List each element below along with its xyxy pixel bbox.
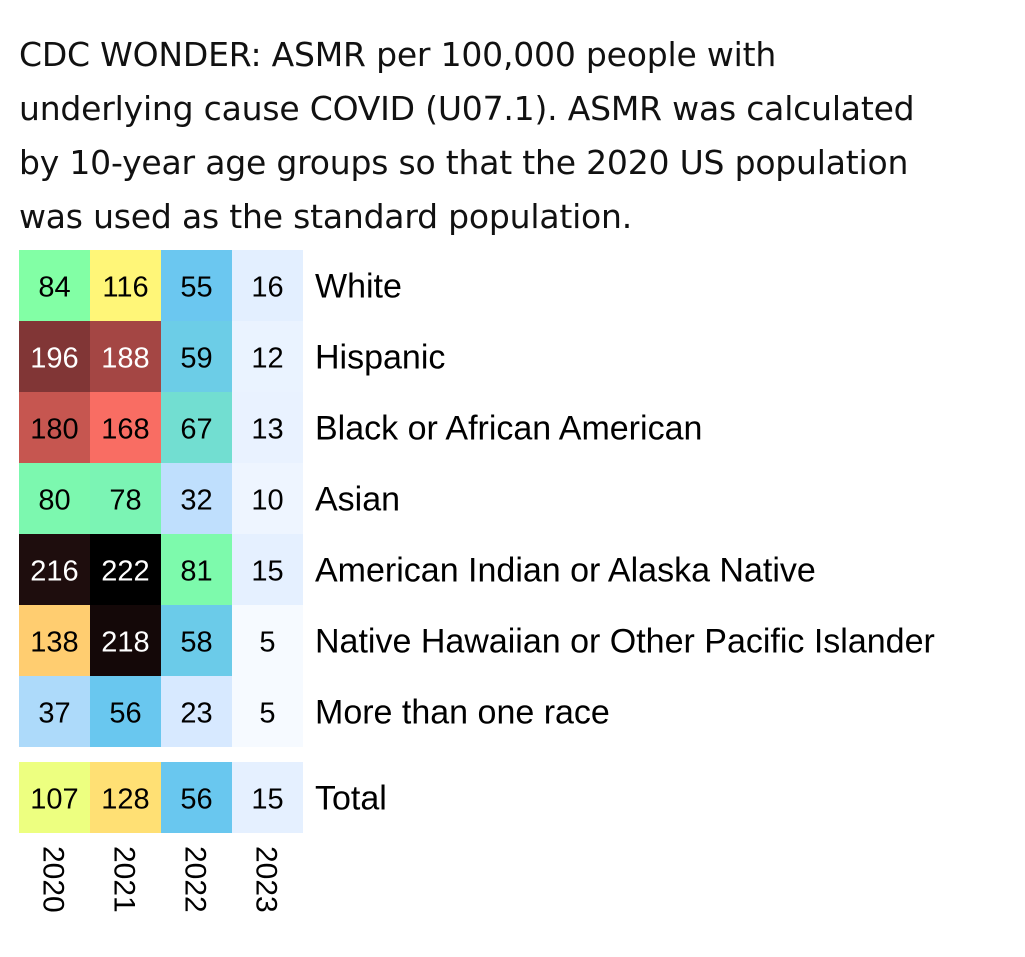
row-label-american-indian-or-alaska-native: American Indian or Alaska Native: [315, 552, 816, 590]
row-label-total: Total: [315, 780, 387, 818]
cell-value-american-indian-or-alaska-native-2022: 81: [180, 556, 212, 588]
title-line-2: underlying cause COVID (U07.1). ASMR was…: [19, 89, 915, 128]
row-label-asian: Asian: [315, 481, 400, 519]
heatmap-cell-native-hawaiian-or-other-pacific-islander-2020: [19, 605, 90, 676]
heatmap-cell-american-indian-or-alaska-native-2022: [161, 534, 232, 605]
cell-value-asian-2022: 32: [180, 485, 212, 517]
cell-value-black-or-african-american-2020: 180: [30, 414, 78, 446]
heatmap-cell-black-or-african-american-2020: [19, 392, 90, 463]
heatmap-cell-white-2023: [232, 250, 303, 321]
heatmap-cell-hispanic-2023: [232, 321, 303, 392]
cell-value-hispanic-2021: 188: [101, 343, 149, 375]
heatmap-cell-total-2020: [19, 762, 90, 833]
cell-value-white-2021: 116: [102, 272, 148, 304]
heatmap-cell-american-indian-or-alaska-native-2021: [90, 534, 161, 605]
heatmap-cell-more-than-one-race-2021: [90, 676, 161, 747]
row-label-hispanic: Hispanic: [315, 339, 445, 377]
heatmap-cell-total-2022: [161, 762, 232, 833]
row-label-white: White: [315, 268, 402, 306]
heatmap-cell-black-or-african-american-2022: [161, 392, 232, 463]
heatmap-cell-native-hawaiian-or-other-pacific-islander-2021: [90, 605, 161, 676]
cell-value-black-or-african-american-2023: 13: [251, 414, 283, 446]
cell-value-black-or-african-american-2022: 67: [180, 414, 212, 446]
heatmap-cell-white-2022: [161, 250, 232, 321]
cell-value-asian-2023: 10: [251, 485, 283, 517]
cell-value-total-2023: 15: [251, 784, 283, 816]
heatmap-cell-hispanic-2022: [161, 321, 232, 392]
cell-value-total-2022: 56: [180, 784, 212, 816]
cell-value-american-indian-or-alaska-native-2023: 15: [251, 556, 283, 588]
heatmap-cell-native-hawaiian-or-other-pacific-islander-2022: [161, 605, 232, 676]
cell-value-hispanic-2023: 12: [251, 343, 283, 375]
heatmap-cell-more-than-one-race-2023: [232, 676, 303, 747]
heatmap-cell-hispanic-2021: [90, 321, 161, 392]
row-label-black-or-african-american: Black or African American: [315, 410, 702, 448]
cell-value-native-hawaiian-or-other-pacific-islander-2023: 5: [259, 627, 275, 659]
heatmap-cell-total-2023: [232, 762, 303, 833]
column-label-2020: 2020: [37, 846, 70, 913]
heatmap-cell-white-2020: [19, 250, 90, 321]
heatmap-cell-hispanic-2020: [19, 321, 90, 392]
heatmap-cell-american-indian-or-alaska-native-2020: [19, 534, 90, 605]
cell-value-asian-2021: 78: [109, 485, 141, 517]
heatmap-cell-asian-2021: [90, 463, 161, 534]
cell-value-hispanic-2020: 196: [30, 343, 78, 375]
cell-value-native-hawaiian-or-other-pacific-islander-2021: 218: [101, 627, 149, 659]
title-line-3: by 10-year age groups so that the 2020 U…: [19, 143, 909, 182]
cell-value-more-than-one-race-2021: 56: [109, 698, 141, 730]
cell-value-black-or-african-american-2021: 168: [101, 414, 149, 446]
title-line-4: was used as the standard population.: [19, 197, 633, 236]
heatmap-cell-more-than-one-race-2022: [161, 676, 232, 747]
row-label-native-hawaiian-or-other-pacific-islander: Native Hawaiian or Other Pacific Islande…: [315, 623, 935, 661]
cell-value-asian-2020: 80: [38, 485, 70, 517]
column-label-2022: 2022: [179, 846, 212, 913]
heatmap-cell-black-or-african-american-2023: [232, 392, 303, 463]
cell-value-hispanic-2022: 59: [180, 343, 212, 375]
column-label-2023: 2023: [250, 846, 283, 913]
cell-value-native-hawaiian-or-other-pacific-islander-2022: 58: [180, 627, 212, 659]
heatmap-cell-white-2021: [90, 250, 161, 321]
cell-value-white-2020: 84: [38, 272, 70, 304]
row-label-more-than-one-race: More than one race: [315, 694, 610, 732]
cell-value-native-hawaiian-or-other-pacific-islander-2020: 138: [30, 627, 78, 659]
cell-value-american-indian-or-alaska-native-2021: 222: [101, 556, 149, 588]
cell-value-more-than-one-race-2022: 23: [180, 698, 212, 730]
heatmap-cell-more-than-one-race-2020: [19, 676, 90, 747]
cell-value-more-than-one-race-2020: 37: [38, 698, 70, 730]
cell-value-white-2022: 55: [180, 272, 212, 304]
heatmap-cell-total-2021: [90, 762, 161, 833]
cell-value-american-indian-or-alaska-native-2020: 216: [30, 556, 78, 588]
column-label-2021: 2021: [108, 846, 141, 913]
cell-value-white-2023: 16: [251, 272, 283, 304]
title-line-1: CDC WONDER: ASMR per 100,000 people with: [19, 35, 777, 74]
heatmap-cell-native-hawaiian-or-other-pacific-islander-2023: [232, 605, 303, 676]
cell-value-total-2020: 107: [30, 784, 78, 816]
heatmap-cell-asian-2023: [232, 463, 303, 534]
cell-value-more-than-one-race-2023: 5: [259, 698, 275, 730]
heatmap-cell-asian-2020: [19, 463, 90, 534]
heatmap-cell-asian-2022: [161, 463, 232, 534]
cell-value-total-2021: 128: [101, 784, 149, 816]
heatmap-cell-black-or-african-american-2021: [90, 392, 161, 463]
heatmap-cell-american-indian-or-alaska-native-2023: [232, 534, 303, 605]
chart-title: CDC WONDER: ASMR per 100,000 people with…: [19, 28, 1009, 244]
